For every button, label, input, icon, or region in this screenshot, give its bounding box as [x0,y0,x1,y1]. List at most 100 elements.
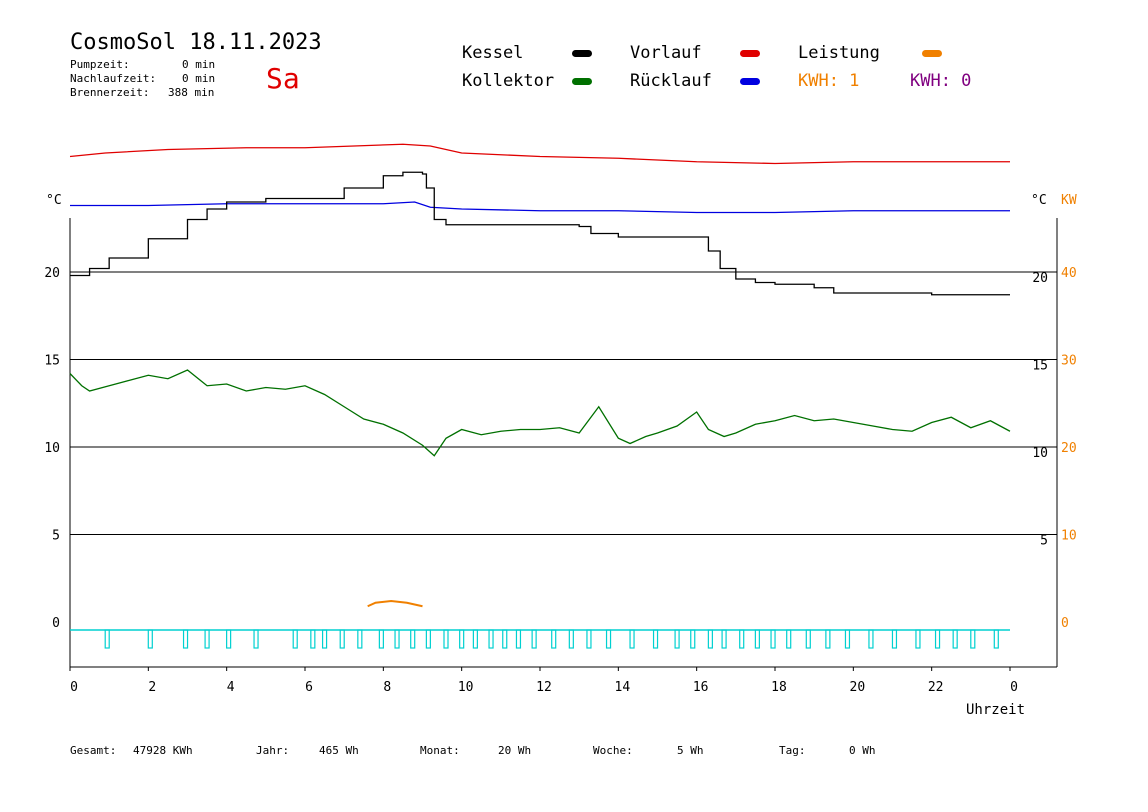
pump-pulse [690,629,696,649]
pump-pulse [915,629,921,649]
pump-pulse [739,629,745,649]
y-left-tick: 5 [52,529,60,544]
stat-value: 0 min [182,58,216,71]
pump-pulse [891,629,898,649]
pump-pulse [310,629,316,649]
y-right2-tick: 20 [1061,441,1077,456]
pump-pulse [147,629,153,649]
x-tick: 22 [928,680,944,695]
pump-pulse [425,629,431,649]
pump-pulse [786,629,792,649]
pump-pulse [104,629,110,649]
y-right2-tick: 40 [1061,266,1077,281]
x-axis-label: Uhrzeit [966,702,1026,718]
pump-pulse [488,629,494,649]
y-right2-tick: 30 [1061,354,1077,369]
x-tick: 4 [227,680,235,695]
pump-pulse [805,629,811,649]
pump-pulse [629,629,635,649]
swatch-kessel [572,50,592,57]
pump-pulse [586,629,592,649]
x-tick: 2 [148,680,156,695]
legend-kwh2: KWH: 0 [910,71,972,91]
x-tick: 10 [458,680,474,695]
pump-pulse [226,629,232,649]
x-tick: 6 [305,680,313,695]
swatch-leistung [922,50,942,57]
pump-pulse [754,629,760,649]
pump-pulse [292,629,298,649]
footer-monat-value: 20 Wh [498,744,532,757]
pump-pulse [934,629,941,649]
pump-pulse [868,629,874,649]
footer-jahr-label: Jahr: [256,744,290,757]
swatch-ruecklauf [740,78,760,85]
series-kessel [70,171,1010,296]
footer-gesamt-value: 47928 KWh [133,744,193,757]
x-tick: 12 [536,680,552,695]
x-tick: 16 [693,680,709,695]
footer-jahr-value: 465 Wh [319,744,359,757]
y-right2-tick: 10 [1061,529,1077,544]
y-right-tick: 5 [1040,534,1048,549]
y-right-tick: 10 [1032,446,1048,461]
pump-pulse [970,629,976,649]
page-title: CosmoSol 18.11.2023 [70,30,322,55]
legend-leistung: Leistung [798,43,880,63]
pump-pulse [459,629,465,649]
x-tick: 20 [850,680,866,695]
y-left-tick: 20 [44,266,60,281]
legend-kollektor: Kollektor [462,71,555,91]
pump-pulse [674,629,680,649]
y-left-tick: 10 [44,441,60,456]
stat-value: 0 min [182,72,216,85]
footer-gesamt-label: Gesamt: [70,744,117,757]
y-right-tick: 20 [1032,271,1048,286]
pump-pulse [605,629,612,649]
footer-tag-value: 0 Wh [849,744,876,757]
pump-pulse [339,629,345,649]
y-right2-unit: KW [1061,193,1077,208]
pump-pulse [472,629,478,649]
x-tick: 0 [70,680,78,695]
stat-value: 388 min [168,86,215,99]
pump-pulse [515,629,522,649]
legend-kwh1: KWH: 1 [798,71,860,91]
footer-woche-value: 5 Wh [677,744,704,757]
x-tick: 8 [383,680,391,695]
pump-pulse [770,629,776,649]
pump-pulse [825,629,831,649]
y-right2-tick: 0 [1061,616,1069,631]
swatch-kollektor [572,78,592,85]
y-left-unit: °C [46,193,62,208]
y-left-tick: 15 [44,354,60,369]
pump-pulse [410,629,416,649]
pump-pulse [502,629,508,649]
pump-pulse [204,629,210,649]
legend-kessel: Kessel [462,43,524,63]
pump-pulse [378,629,384,649]
pump-pulse [182,629,189,649]
pump-pulse [652,629,659,649]
y-right-unit: °C [1031,193,1047,208]
y-left-tick: 0 [52,616,60,631]
series-kollektor [69,369,1011,457]
x-tick: 18 [771,680,787,695]
pump-pulse [993,629,999,649]
series-ruecklauf [70,201,1010,214]
stat-label: Pumpzeit: [70,58,130,71]
weekday-label: Sa [266,62,300,95]
footer-tag-label: Tag: [779,744,806,757]
pump-pulse [707,629,713,649]
footer-monat-label: Monat: [420,744,460,757]
legend-ruecklauf: Rücklauf [630,71,712,91]
stat-label: Brennerzeit: [70,86,150,99]
series-leistung [367,599,423,608]
pump-pulse [721,629,727,649]
pump-pulse [321,629,328,649]
pump-pulse [952,629,958,649]
pump-pulse [253,629,259,649]
y-right-tick: 15 [1032,359,1048,374]
x-tick: 0 [1010,680,1018,695]
